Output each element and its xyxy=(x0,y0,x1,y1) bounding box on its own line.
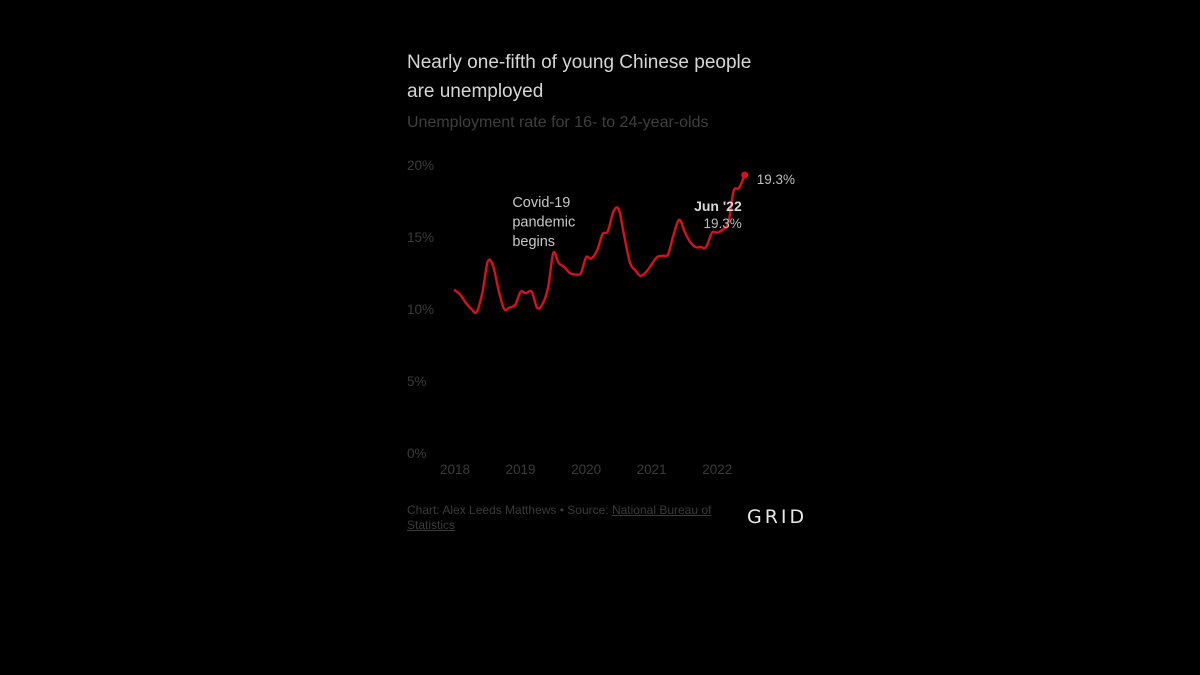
x-tick-label: 2021 xyxy=(637,462,667,477)
annotation-line: Covid-19 xyxy=(512,195,570,211)
chart-card: Nearly one-fifth of young Chinese people… xyxy=(407,44,817,544)
end-value-label: 19.3% xyxy=(757,172,795,187)
annotation-line: begins xyxy=(512,234,555,250)
unemployment-series-line xyxy=(453,173,746,314)
credit-text: Chart: Alex Leeds Matthews • Source: xyxy=(407,503,612,517)
x-tick-label: 2018 xyxy=(440,462,470,477)
y-tick-label: 10% xyxy=(407,302,434,317)
series-layer xyxy=(453,171,749,314)
x-tick-label: 2022 xyxy=(702,462,732,477)
annotations: Covid-19 pandemic begins xyxy=(512,195,575,250)
x-tick-label: 2020 xyxy=(571,462,601,477)
y-tick-label: 0% xyxy=(407,446,427,461)
series-end-point xyxy=(741,171,749,179)
annotation-line: pandemic xyxy=(512,215,575,231)
chart-footer: Chart: Alex Leeds Matthews • Source: Nat… xyxy=(407,503,752,533)
y-tick-label: 15% xyxy=(407,230,434,245)
y-tick-label: 20% xyxy=(407,158,434,173)
y-tick-label: 5% xyxy=(407,374,427,389)
grid-logo: GRID xyxy=(747,506,808,528)
callout-date-label: Jun '22 xyxy=(694,198,742,214)
covid-annotation: Covid-19 pandemic begins xyxy=(512,195,575,250)
x-axis: 2018 2019 2020 2021 2022 xyxy=(440,462,732,477)
source-link[interactable]: National Bureau of Statistics xyxy=(407,503,712,532)
callouts: 19.3% Jun '22 19.3% xyxy=(694,172,795,231)
y-axis: 20% 15% 10% 5% 0% xyxy=(407,158,434,461)
line-chart: 20% 15% 10% 5% 0% 2018 2019 2020 2021 2022 Covid… xyxy=(407,158,795,477)
chart-title: Nearly one-fifth of young Chinese people… xyxy=(407,52,752,102)
callout-value-label: 19.3% xyxy=(703,216,741,231)
x-tick-label: 2019 xyxy=(506,462,536,477)
chart-subtitle: Unemployment rate for 16- to 24-year-old… xyxy=(407,114,709,131)
